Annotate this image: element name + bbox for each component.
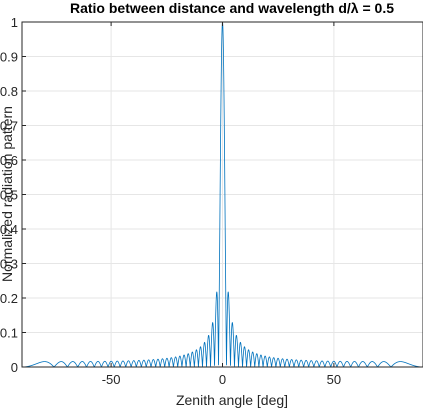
series-line [22, 22, 423, 367]
y-tick-label: 0.2 [0, 291, 18, 306]
y-tick-label: 0.7 [0, 119, 18, 134]
grid [22, 22, 423, 367]
y-tick-label: 0.9 [0, 50, 18, 65]
x-tick-label: 0 [219, 372, 226, 387]
y-tick-label: 0.8 [0, 84, 18, 99]
x-axis: -50 0 50 [102, 22, 341, 387]
y-tick-label: 0.6 [0, 153, 18, 168]
chart-title: Ratio between distance and wavelength d/… [70, 0, 394, 16]
y-axis: 0 0.1 0.2 0.3 0.4 0.5 0.6 0.7 0.8 0.9 1 [0, 15, 26, 375]
y-tick-label: 0.3 [0, 257, 18, 272]
y-tick-label: 0.5 [0, 188, 18, 203]
y-axis-label: Normalized radiation pattern [0, 106, 15, 282]
x-axis-label: Zenith angle [deg] [176, 392, 288, 408]
y-tick-label: 0.1 [0, 326, 18, 341]
y-tick-label: 0 [11, 360, 18, 375]
y-tick-label: 1 [11, 15, 18, 30]
y-tick-label: 0.4 [0, 222, 18, 237]
x-tick-label: 50 [327, 372, 341, 387]
x-tick-label: -50 [102, 372, 121, 387]
